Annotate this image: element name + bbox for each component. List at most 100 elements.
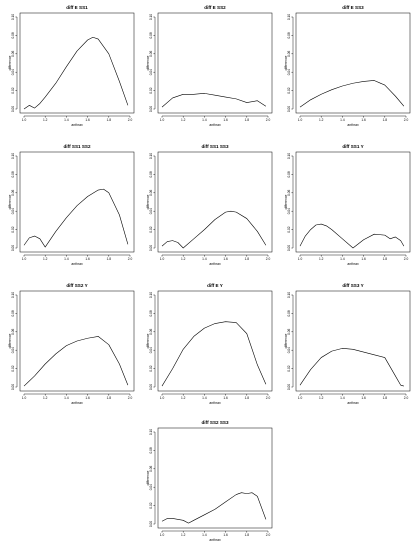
y-tick-label: 0.02 — [149, 87, 153, 93]
y-tick-label: 0.10 — [149, 429, 153, 435]
y-axis-label: difference — [146, 194, 150, 209]
x-tick-label: 1.0 — [160, 257, 165, 261]
y-tick-label: 0.00 — [11, 106, 15, 112]
plot-frame — [157, 12, 273, 114]
x-tick-label: 1.6 — [85, 257, 90, 261]
x-tick-label: 2.0 — [266, 533, 271, 537]
x-tick-label: 1.8 — [245, 533, 250, 537]
x-tick-label: 1.8 — [383, 257, 388, 261]
y-tick-label: 0.00 — [149, 106, 153, 112]
y-tick-label: 0.06 — [287, 189, 291, 195]
x-tick-label: 1.0 — [160, 118, 165, 122]
y-tick-label: 0.00 — [149, 521, 153, 527]
x-tick-label: 1.6 — [223, 118, 228, 122]
x-tick-label: 1.2 — [181, 396, 186, 400]
x-tick-label: 1.2 — [43, 396, 48, 400]
y-tick-label: 0.08 — [287, 171, 291, 177]
x-tick-label: 1.4 — [202, 118, 207, 122]
x-tick-label: 1.8 — [245, 118, 250, 122]
x-tick-label: 1.0 — [160, 396, 165, 400]
y-tick-label: 0.10 — [11, 292, 15, 298]
x-tick-label: 1.4 — [340, 257, 345, 261]
y-tick-label: 0.06 — [11, 189, 15, 195]
x-tick-label: 2.0 — [128, 396, 133, 400]
x-tick-label: 1.0 — [160, 533, 165, 537]
chart-title: diff E SS2 — [204, 5, 226, 10]
y-tick-label: 0.06 — [149, 50, 153, 56]
y-tick-label: 0.02 — [287, 365, 291, 371]
x-axis-label: anthrax — [209, 538, 221, 542]
y-tick-label: 0.02 — [287, 87, 291, 93]
x-tick-label: 1.2 — [43, 257, 48, 261]
x-tick-label: 1.6 — [361, 257, 366, 261]
y-axis-label: difference — [146, 333, 150, 348]
x-tick-label: 1.0 — [298, 118, 303, 122]
chart-panel-5: diff SS1 SS3 1.0 1.2 1.4 1.6 1.8 2.0 anthrax 0.0… — [146, 144, 273, 266]
y-tick-label: 0.04 — [149, 69, 153, 75]
x-tick-label: 1.2 — [181, 533, 186, 537]
series-line — [161, 321, 267, 387]
y-tick-label: 0.06 — [11, 50, 15, 56]
x-tick-label: 1.4 — [202, 396, 207, 400]
y-tick-label: 0.06 — [149, 189, 153, 195]
chart-panel-10: diff SS2 SS3 1.0 1.2 1.4 1.6 1.8 2.0 anthrax 0.0… — [146, 420, 273, 542]
x-tick-label: 1.8 — [383, 118, 388, 122]
y-tick-label: 0.06 — [149, 465, 153, 471]
x-tick-label: 1.4 — [64, 396, 69, 400]
y-tick-label: 0.06 — [11, 328, 15, 334]
chart-panel-4: diff SS1 SS2 1.0 1.2 1.4 1.6 1.8 2.0 anthrax 0.0… — [8, 144, 135, 266]
y-tick-label: 0.04 — [149, 484, 153, 490]
plot-frame — [157, 427, 273, 529]
series-line — [299, 348, 404, 387]
series-line — [161, 93, 267, 108]
x-axis-label: anthrax — [209, 123, 221, 127]
x-axis-label: anthrax — [209, 262, 221, 266]
x-axis-label: anthrax — [71, 401, 83, 405]
chart-title: diff E SS1 — [66, 5, 88, 10]
y-tick-label: 0.00 — [287, 384, 291, 390]
y-tick-label: 0.06 — [287, 50, 291, 56]
x-tick-label: 2.0 — [404, 396, 409, 400]
x-axis-label: anthrax — [209, 401, 221, 405]
x-tick-label: 1.8 — [383, 396, 388, 400]
y-tick-label: 0.10 — [287, 14, 291, 20]
x-tick-label: 1.2 — [43, 118, 48, 122]
plot-frame — [295, 12, 411, 114]
y-axis-label: difference — [146, 470, 150, 485]
plot-frame — [157, 290, 273, 392]
y-tick-label: 0.10 — [149, 292, 153, 298]
x-tick-label: 1.8 — [107, 118, 112, 122]
y-tick-label: 0.00 — [11, 245, 15, 251]
x-tick-label: 1.0 — [298, 396, 303, 400]
y-tick-label: 0.02 — [149, 502, 153, 508]
plot-frame — [295, 151, 411, 253]
x-tick-label: 1.8 — [245, 396, 250, 400]
x-tick-label: 2.0 — [128, 118, 133, 122]
x-tick-label: 1.6 — [361, 396, 366, 400]
plot-frame — [19, 12, 135, 114]
y-tick-label: 0.08 — [11, 32, 15, 38]
chart-title: diff SS2 SS3 — [201, 420, 229, 425]
y-axis-label: difference — [146, 55, 150, 70]
x-axis-label: anthrax — [347, 401, 359, 405]
y-tick-label: 0.02 — [149, 365, 153, 371]
y-tick-label: 0.10 — [149, 14, 153, 20]
x-tick-label: 2.0 — [128, 257, 133, 261]
y-axis-label: difference — [8, 333, 12, 348]
x-tick-label: 1.0 — [22, 396, 27, 400]
y-tick-label: 0.08 — [149, 447, 153, 453]
y-tick-label: 0.04 — [149, 208, 153, 214]
chart-title: diff SS1 SS3 — [201, 144, 229, 149]
chart-panel-8: diff E Y 1.0 1.2 1.4 1.6 1.8 2.0 anthrax 0.00 0.0… — [146, 283, 273, 405]
y-tick-label: 0.00 — [287, 106, 291, 112]
chart-title: diff E Y — [207, 283, 223, 288]
y-tick-label: 0.10 — [287, 292, 291, 298]
y-tick-label: 0.02 — [11, 226, 15, 232]
y-tick-label: 0.08 — [287, 32, 291, 38]
y-axis-label: difference — [284, 333, 288, 348]
x-tick-label: 2.0 — [266, 396, 271, 400]
plot-frame — [295, 290, 411, 392]
x-tick-label: 1.0 — [298, 257, 303, 261]
y-axis-label: difference — [8, 55, 12, 70]
